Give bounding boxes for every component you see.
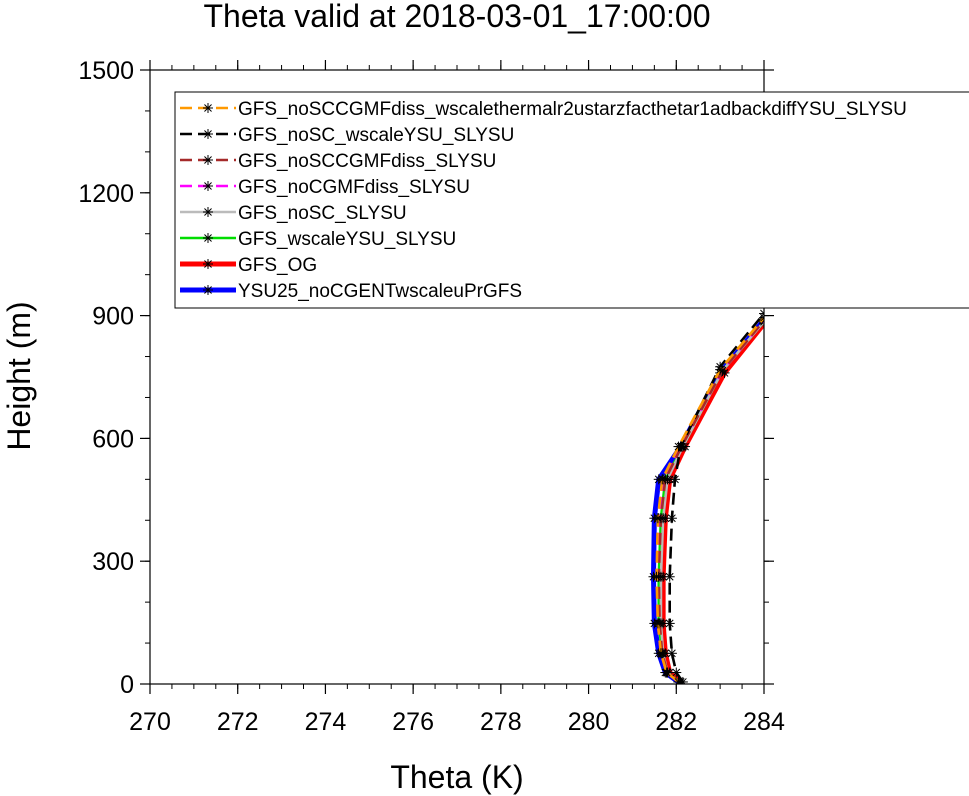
legend-label: GFS_noSC_wscaleYSU_SLYSU	[238, 125, 514, 146]
legend-marker	[203, 207, 213, 217]
chart-title: Theta valid at 2018-03-01_17:00:00	[203, 0, 710, 34]
legend-label: GFS_wscaleYSU_SLYSU	[238, 229, 456, 250]
y-tick-label: 600	[92, 425, 134, 453]
x-tick-label: 278	[480, 708, 522, 736]
series-point	[666, 513, 677, 524]
x-tick-label: 274	[305, 708, 347, 736]
legend-entry: GFS_noSCCGMFdiss_wscalethermalr2ustarzfa…	[180, 99, 907, 120]
series-point	[661, 667, 672, 678]
series-line	[668, 312, 764, 683]
y-tick-label: 300	[92, 548, 134, 576]
series-point	[715, 364, 726, 375]
legend-marker	[203, 155, 213, 165]
series-point	[664, 618, 675, 629]
legend-entry: GFS_noSC_SLYSU	[180, 203, 407, 224]
axis-ticks: 270 272 274 276 278 280 282 284 0 300 600 900 1200 15…	[78, 57, 785, 736]
x-tick-label: 284	[743, 708, 785, 736]
series-point	[666, 648, 677, 659]
x-tick-label: 282	[655, 708, 697, 736]
series-point	[657, 474, 668, 485]
legend-label: YSU25_noCGENTwscaleuPrGFS	[238, 281, 522, 302]
y-tick-label: 1200	[78, 180, 134, 208]
series-point	[759, 312, 764, 323]
legend-label: GFS_noCGMFdiss_SLYSU	[238, 177, 470, 198]
y-tick-label: 1500	[78, 57, 134, 85]
series-point	[652, 618, 663, 629]
legend-box	[174, 91, 969, 309]
x-tick-label: 276	[392, 708, 434, 736]
legend-label: GFS_OG	[238, 255, 317, 276]
legend: GFS_noSCCGMFdiss_wscalethermalr2ustarzfa…	[174, 91, 969, 309]
y-tick-label: 900	[92, 303, 134, 331]
legend-marker	[203, 129, 213, 139]
legend-marker	[203, 233, 213, 243]
x-tick-label: 272	[217, 708, 259, 736]
series-line	[657, 320, 764, 683]
legend-entry: GFS_noSCCGMFdiss_SLYSU	[180, 151, 496, 172]
legend-label: GFS_noSCCGMFdiss_wscalethermalr2ustarzfa…	[238, 99, 907, 120]
series-line	[659, 320, 764, 683]
legend-entry: GFS_OG	[180, 255, 317, 276]
plot-frame	[149, 69, 765, 685]
series-point	[651, 571, 662, 582]
y-axis-label: Height (m)	[1, 301, 37, 450]
legend-label: GFS_noSC_SLYSU	[238, 203, 407, 224]
series-point	[673, 676, 684, 684]
series-line	[655, 316, 764, 683]
legend-marker	[203, 103, 213, 113]
series-point	[655, 648, 666, 659]
plot-lines	[648, 308, 764, 684]
x-tick-label: 270	[129, 708, 171, 736]
legend-marker	[203, 259, 213, 269]
series-point	[664, 571, 675, 582]
legend-marker	[203, 285, 213, 295]
legend-entry: GFS_wscaleYSU_SLYSU	[180, 229, 456, 250]
legend-entry: GFS_noCGMFdiss_SLYSU	[180, 177, 470, 198]
series-point	[669, 474, 680, 485]
x-tick-label: 280	[568, 708, 610, 736]
series-point	[673, 441, 684, 452]
legend-entry: YSU25_noCGENTwscaleuPrGFS	[180, 281, 522, 302]
series-point	[671, 667, 682, 678]
legend-marker	[203, 181, 213, 191]
legend-label: GFS_noSCCGMFdiss_SLYSU	[238, 151, 496, 172]
legend-entry: GFS_noSC_wscaleYSU_SLYSU	[180, 125, 514, 146]
series-point	[652, 513, 663, 524]
series-line	[660, 322, 764, 684]
y-tick-label: 0	[120, 671, 134, 699]
x-axis-label: Theta (K)	[390, 759, 523, 795]
